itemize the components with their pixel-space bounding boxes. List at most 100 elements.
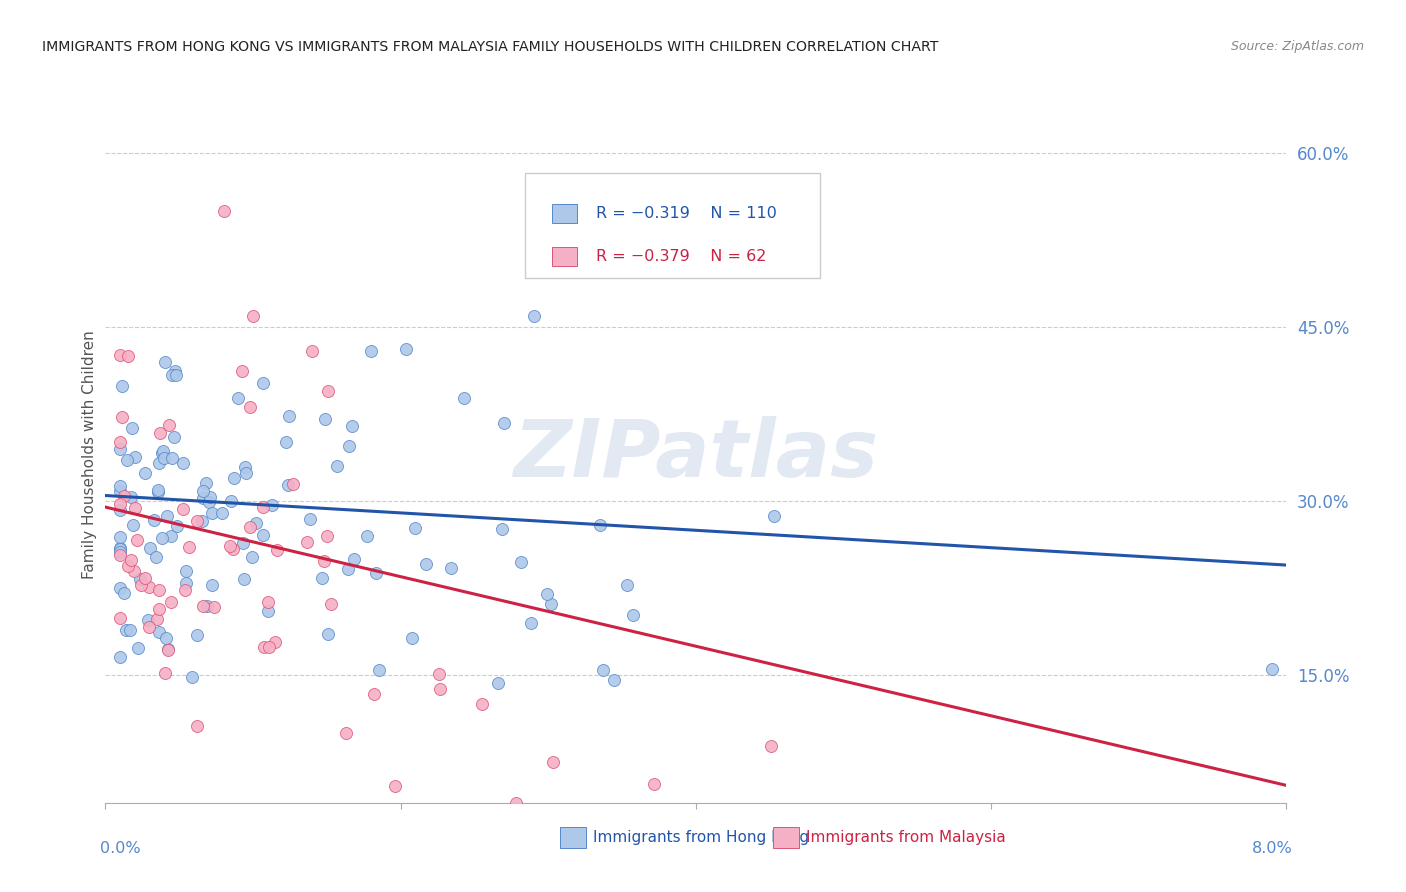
Point [148, 483, 170, 497]
Point [233, 459, 256, 474]
Point [110, 484, 132, 499]
Point [148, 456, 170, 470]
Point [295, 535, 318, 549]
Point [160, 529, 183, 543]
Point [356, 529, 378, 543]
Point [505, 796, 527, 810]
Point [174, 576, 197, 591]
Point [231, 364, 253, 378]
Point [128, 572, 150, 586]
Point [245, 516, 267, 531]
Text: R = −0.379    N = 62: R = −0.379 N = 62 [596, 249, 766, 264]
Y-axis label: Family Households with Children: Family Households with Children [82, 331, 97, 579]
FancyBboxPatch shape [553, 204, 576, 223]
Point [111, 409, 134, 424]
Point [110, 544, 132, 558]
Point [621, 608, 644, 623]
Point [198, 495, 221, 509]
Point [202, 599, 225, 614]
Point [120, 552, 142, 566]
Point [404, 521, 426, 535]
Point [222, 470, 245, 484]
Point [326, 459, 349, 474]
Point [316, 384, 339, 399]
Point [226, 391, 249, 405]
Point [201, 506, 224, 520]
Point [145, 612, 167, 626]
Point [111, 379, 134, 393]
Point [321, 597, 343, 611]
Point [343, 552, 366, 566]
Point [115, 453, 138, 467]
Point [266, 543, 288, 558]
Point [110, 434, 132, 449]
Point [148, 582, 170, 597]
Point [259, 640, 281, 654]
Point [239, 520, 262, 534]
Point [252, 500, 274, 514]
Point [1261, 662, 1284, 676]
Point [110, 548, 132, 562]
Point [191, 483, 214, 498]
Point [219, 494, 242, 508]
Point [260, 498, 283, 512]
Point [110, 348, 132, 362]
Text: R = −0.319    N = 110: R = −0.319 N = 110 [596, 206, 776, 221]
Point [117, 559, 139, 574]
Point [536, 587, 558, 601]
Point [146, 484, 169, 499]
Point [314, 411, 336, 425]
FancyBboxPatch shape [553, 247, 576, 266]
Point [160, 451, 183, 466]
Point [174, 582, 197, 597]
Point [191, 514, 214, 528]
Point [120, 490, 142, 504]
Point [186, 627, 208, 641]
Point [337, 439, 360, 453]
Point [176, 564, 198, 578]
Point [277, 409, 299, 423]
Point [415, 557, 437, 571]
Point [153, 355, 176, 369]
Point [211, 506, 233, 520]
Point [149, 426, 172, 441]
Point [395, 342, 418, 356]
Point [110, 541, 132, 555]
Point [242, 309, 264, 323]
Point [315, 529, 337, 543]
Point [134, 466, 156, 480]
Point [253, 640, 276, 655]
Point [124, 501, 146, 516]
Point [336, 562, 359, 576]
Point [218, 540, 240, 554]
Point [519, 615, 541, 630]
Point [540, 597, 562, 611]
Point [401, 632, 423, 646]
Point [471, 697, 494, 711]
Point [523, 309, 546, 323]
Point [138, 620, 160, 634]
Point [110, 611, 132, 625]
Point [122, 518, 145, 533]
Point [165, 363, 187, 377]
Point [439, 561, 461, 575]
Point [616, 578, 638, 592]
Point [145, 549, 167, 564]
Point [117, 349, 139, 363]
Point [156, 643, 179, 657]
Point [150, 446, 173, 460]
Point [118, 623, 141, 637]
Point [340, 419, 363, 434]
Point [136, 613, 159, 627]
Point [429, 681, 451, 696]
Point [112, 489, 135, 503]
Point [283, 477, 305, 491]
Point [153, 450, 176, 465]
Point [125, 533, 148, 548]
Point [172, 456, 194, 470]
Point [121, 421, 143, 435]
Point [110, 479, 132, 493]
Point [172, 502, 194, 516]
FancyBboxPatch shape [560, 827, 586, 848]
Point [143, 513, 166, 527]
